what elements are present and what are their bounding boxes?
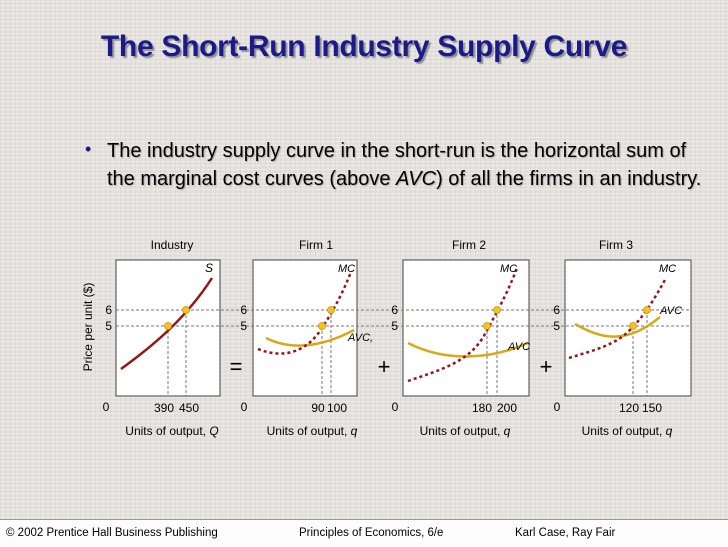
firm2-point-6 bbox=[493, 306, 501, 314]
firm2-mc-label: MC bbox=[500, 263, 517, 275]
firm2-mc-curve bbox=[407, 267, 519, 383]
firm2-panel-frame bbox=[402, 259, 530, 397]
industry-xlabel-text: Units of output, bbox=[125, 424, 209, 438]
firm1-xlabel: Units of output, q bbox=[267, 424, 358, 438]
x-axis-labels: Units of output, Q Units of output, q Un… bbox=[125, 424, 672, 438]
industry-ytick-5: 5 bbox=[105, 319, 112, 333]
x-tick-labels: 390 450 90 100 180 200 120 150 bbox=[154, 401, 662, 415]
firm1-ytick-6: 6 bbox=[240, 303, 247, 317]
slide-title: The Short-Run Industry Supply Curve bbox=[100, 30, 628, 63]
bullet-text-avc: AVC bbox=[396, 168, 437, 190]
firm2-xlabel-text: Units of output, bbox=[420, 424, 504, 438]
industry-xtick-450: 450 bbox=[179, 401, 199, 415]
price-guides bbox=[116, 309, 691, 396]
firm3-origin: 0 bbox=[554, 400, 561, 414]
firm2-xlabel-var: q bbox=[504, 424, 511, 438]
firm2-origin: 0 bbox=[392, 400, 399, 414]
firm3-ytick-5: 5 bbox=[553, 319, 560, 333]
firm3-xlabel-text: Units of output, bbox=[582, 424, 666, 438]
firm3-avc-label: AVC bbox=[659, 305, 682, 317]
firm3-xlabel: Units of output, q bbox=[582, 424, 673, 438]
firm3-avc-curve bbox=[574, 316, 661, 338]
firm3-xlabel-var: q bbox=[666, 424, 673, 438]
firm3-mc-curve bbox=[568, 277, 668, 360]
firm1-mc-label: MC bbox=[338, 263, 355, 275]
firm3-title: Firm 3 bbox=[599, 238, 633, 252]
industry-xtick-390: 390 bbox=[154, 401, 174, 415]
equilibrium-points bbox=[164, 306, 651, 330]
industry-supply-curve bbox=[120, 277, 214, 371]
industry-origin: 0 bbox=[103, 400, 110, 414]
bullet-point: • The industry supply curve in the short… bbox=[85, 137, 715, 193]
y-tick-labels: 6 5 6 5 6 5 6 5 bbox=[105, 303, 560, 333]
firm1-point-5 bbox=[318, 322, 326, 330]
firm1-xlabel-var: q bbox=[351, 424, 358, 438]
firm1-point-6 bbox=[327, 306, 335, 314]
footer-authors: Karl Case, Ray Fair bbox=[515, 527, 616, 539]
firm1-ytick-5: 5 bbox=[240, 319, 247, 333]
firm1-origin: 0 bbox=[241, 400, 248, 414]
firm3-ytick-6: 6 bbox=[553, 303, 560, 317]
firm1-xtick-100: 100 bbox=[327, 401, 347, 415]
firm2-title: Firm 2 bbox=[452, 238, 486, 252]
footer-bar: © 2002 Prentice Hall Business Publishing… bbox=[0, 519, 728, 547]
firm3-mc-label: MC bbox=[659, 263, 676, 275]
firm1-title: Firm 1 bbox=[299, 238, 333, 252]
footer-book: Principles of Economics, 6/e bbox=[299, 527, 444, 539]
footer-copyright: © 2002 Prentice Hall Business Publishing bbox=[6, 527, 218, 539]
firm2-ytick-6: 6 bbox=[391, 303, 398, 317]
firm1-panel-frame bbox=[252, 259, 358, 397]
bullet-dot-icon: • bbox=[85, 139, 92, 159]
bullet-text-part2: ) of all the firms in an industry. bbox=[436, 168, 702, 190]
firm1-xtick-90: 90 bbox=[311, 401, 325, 415]
firm2-avc-curve bbox=[407, 341, 529, 358]
origin-labels: 0 0 0 0 bbox=[103, 400, 561, 414]
plus-sign-1: + bbox=[378, 354, 391, 379]
industry-ytick-6: 6 bbox=[105, 303, 112, 317]
bullet-text-part1: The industry supply curve in the short-r… bbox=[107, 140, 687, 190]
plus-sign-2: + bbox=[540, 354, 553, 379]
firm3-xtick-120: 120 bbox=[619, 401, 639, 415]
y-axis-label: Price per unit ($) bbox=[81, 283, 95, 372]
firm3-xtick-150: 150 bbox=[642, 401, 662, 415]
firm2-xtick-200: 200 bbox=[497, 401, 517, 415]
industry-xlabel-var: Q bbox=[209, 424, 218, 438]
firm2-point-5 bbox=[483, 322, 491, 330]
bullet-text: The industry supply curve in the short-r… bbox=[107, 137, 715, 193]
firm2-xtick-180: 180 bbox=[472, 401, 492, 415]
industry-point-5 bbox=[164, 322, 172, 330]
firm1-avc-label: AVC, bbox=[347, 332, 373, 344]
firm3-point-6 bbox=[643, 306, 651, 314]
industry-point-6 bbox=[182, 306, 190, 314]
industry-xlabel: Units of output, Q bbox=[125, 424, 218, 438]
industry-title: Industry bbox=[151, 238, 194, 252]
firm2-xlabel: Units of output, q bbox=[420, 424, 511, 438]
industry-s-label: S bbox=[205, 261, 213, 275]
firm1-xlabel-text: Units of output, bbox=[267, 424, 351, 438]
firm2-avc-label: AVC bbox=[507, 341, 530, 353]
equals-sign: = bbox=[230, 354, 243, 379]
firm2-ytick-5: 5 bbox=[391, 319, 398, 333]
firm3-point-5 bbox=[629, 322, 637, 330]
firm3-panel-frame bbox=[564, 259, 692, 397]
